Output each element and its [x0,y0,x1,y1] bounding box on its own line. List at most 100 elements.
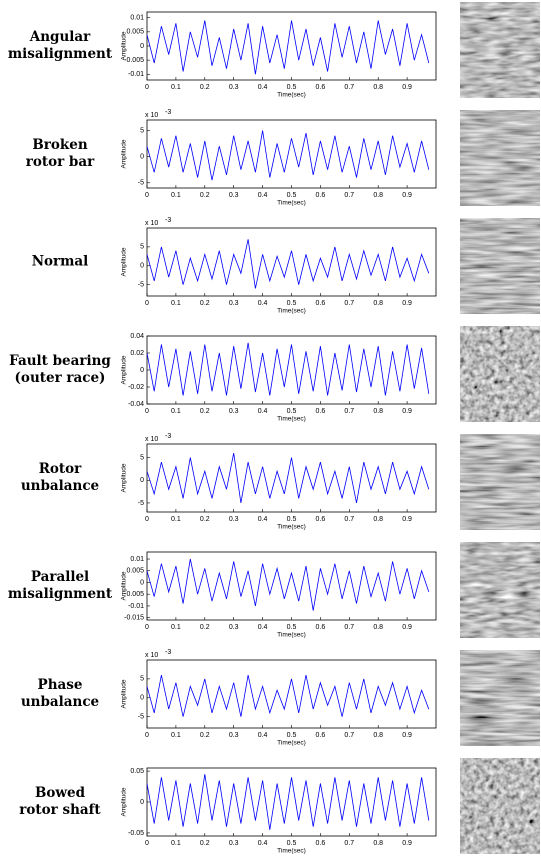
texture-image [460,650,540,746]
texture-image [460,2,540,98]
x-tick-label: 0.1 [171,192,181,199]
x-tick-label: 0.4 [258,84,268,91]
x-axis-label: Time(sec) [277,92,306,99]
plot-area [147,130,430,181]
texture-image [460,758,540,854]
x-tick-label: 0.5 [287,192,297,199]
y-tick-label: 0 [140,799,144,806]
x-tick-label: 0.8 [373,840,383,847]
plot-area [147,558,430,611]
x-tick-label: 0.3 [229,732,239,739]
x-tick-label: 0.1 [171,300,181,307]
x-tick-label: 0.1 [171,732,181,739]
y-tick-label: 0 [140,579,144,586]
y-axis-label: Amplitude [121,463,128,492]
x-tick-label: 0.5 [287,300,297,307]
x-tick-label: 0.9 [402,300,412,307]
row-label: Rotor [39,461,82,477]
y-tick-label: 0.005 [126,568,144,575]
x-tick-label: 0.7 [344,192,354,199]
x-axis-label: Time(sec) [277,200,306,207]
row-label: Normal [32,254,89,270]
x-tick-label: 0.4 [258,732,268,739]
y-tick-label: -5 [138,282,144,289]
signal-line [147,239,430,289]
axis-multiplier: x 10 [145,220,158,227]
y-tick-label: -0.005 [124,591,144,598]
x-tick-label: 0 [145,732,149,739]
x-tick-label: 0.1 [171,624,181,631]
signal-line [147,342,430,396]
x-tick-label: 0.2 [200,408,210,415]
axis-multiplier-exponent: -3 [165,649,171,656]
axis-multiplier: x 10 [145,112,158,119]
row-label: Broken [32,137,87,153]
x-tick-label: 0.6 [316,840,326,847]
signal-line [147,558,430,611]
x-tick-label: 0.8 [373,624,383,631]
plot-area [147,342,430,396]
y-tick-label: -5 [138,180,144,187]
x-tick-label: 0.3 [229,408,239,415]
x-tick-label: 0 [145,84,149,91]
x-tick-label: 0 [145,624,149,631]
x-tick-label: 0.3 [229,300,239,307]
y-axis-label: Amplitude [121,31,128,60]
axis-multiplier: x 10 [145,652,158,659]
x-axis-label: Time(sec) [277,524,306,531]
y-tick-label: 5 [140,454,144,461]
row-label: Parallel [31,569,89,585]
x-tick-label: 0.2 [200,300,210,307]
plot-area [147,20,430,75]
plot-frame [146,443,437,513]
y-tick-label: 0.01 [130,15,144,22]
y-axis-label: Amplitude [121,139,128,168]
x-tick-label: 0.9 [402,516,412,523]
x-tick-label: 0.5 [287,624,297,631]
x-tick-label: 0.6 [316,84,326,91]
x-tick-label: 0.9 [402,192,412,199]
texture-image [460,542,540,638]
x-tick-label: 0.6 [316,732,326,739]
x-axis-label: Time(sec) [277,308,306,315]
y-axis-label: Amplitude [121,787,128,816]
x-tick-label: 0.9 [402,624,412,631]
y-tick-label: 0.005 [126,29,144,36]
row-label: Fault bearing [9,353,111,369]
x-tick-label: 0.6 [316,624,326,631]
y-tick-label: 0 [140,477,144,484]
row-label: misalignment [8,46,113,62]
y-tick-label: -0.05 [128,830,144,837]
texture-image [460,326,540,422]
row-label: Bowed [35,785,86,801]
x-tick-label: 0.2 [200,624,210,631]
x-tick-label: 0.3 [229,840,239,847]
x-tick-label: 0.2 [200,192,210,199]
y-tick-label: 0.04 [130,333,144,340]
x-tick-label: 0 [145,516,149,523]
x-tick-label: 0.1 [171,840,181,847]
texture-column [460,2,540,854]
x-tick-label: 0.5 [287,516,297,523]
plot-frame [146,659,437,729]
plot-area [147,774,430,830]
chart-row: Normal -5 0 5 0 0.1 0.2 0.3 0.4 0.5 0.6 0.7 0.8 0.9 Ti… [32,217,437,315]
x-tick-label: 0.5 [287,840,297,847]
x-tick-label: 0.7 [344,300,354,307]
x-tick-label: 0.6 [316,192,326,199]
texture-image [460,434,540,530]
axis-multiplier: x 10 [145,436,158,443]
signal-line [147,453,430,503]
x-tick-label: 0.2 [200,516,210,523]
y-tick-label: 0.05 [130,768,144,775]
y-tick-label: 0 [140,43,144,50]
x-tick-label: 0.4 [258,840,268,847]
y-tick-label: 5 [140,127,144,134]
x-tick-label: 0.4 [258,624,268,631]
x-tick-label: 0 [145,300,149,307]
